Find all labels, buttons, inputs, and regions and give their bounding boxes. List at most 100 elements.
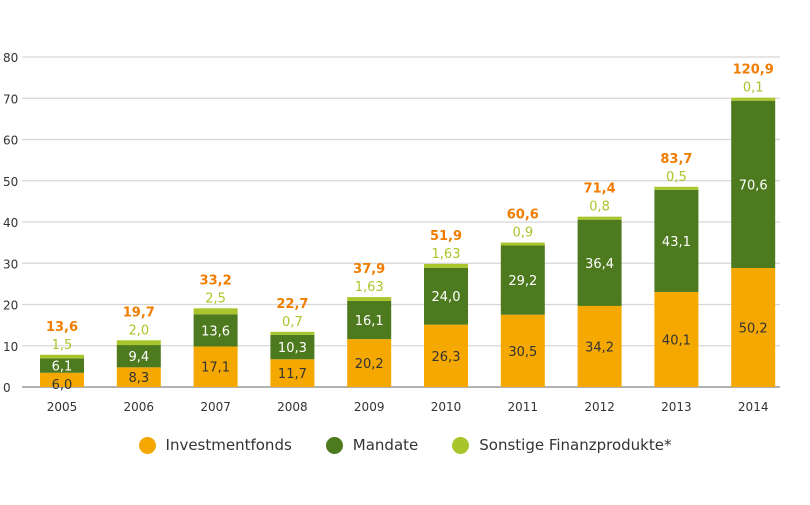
- bar-segment: [193, 308, 238, 315]
- bar-segment: [270, 334, 315, 360]
- data-label: 2,0: [128, 323, 149, 338]
- data-label: 29,2: [508, 274, 537, 289]
- data-label: 10,3: [278, 341, 307, 356]
- x-tick-label: 2011: [508, 400, 539, 414]
- total-label: 22,7: [276, 297, 308, 312]
- legend-swatch: [452, 436, 470, 454]
- bar-segment: [116, 367, 161, 387]
- y-tick-label: 0: [3, 381, 11, 395]
- data-label: 11,7: [278, 367, 307, 382]
- data-label: 0,9: [512, 226, 533, 241]
- total-label: 83,7: [660, 152, 692, 167]
- data-label: 40,1: [662, 333, 691, 348]
- bar-segment: [40, 358, 84, 373]
- bar-segment: [424, 267, 468, 325]
- bar-segment: [116, 345, 161, 368]
- legend: Investmentfonds Mandate Sonstige Finanzp…: [0, 436, 810, 454]
- legend-item-mandate: Mandate: [325, 436, 419, 454]
- bar-segment: [193, 314, 238, 347]
- plot-area: 0 10 20 30 40 50 60 70 80 2005 6,0 6,1 1,5 13,6 2006 8,…: [3, 51, 780, 414]
- bar-segment: [424, 324, 468, 387]
- bar-segment: [654, 186, 699, 190]
- y-tick-label: 30: [3, 257, 18, 271]
- data-label: 36,4: [585, 257, 614, 272]
- legend-swatch: [325, 436, 343, 454]
- y-tick-label: 40: [3, 216, 18, 230]
- data-label: 17,1: [201, 361, 230, 376]
- bar-segment: [500, 314, 545, 387]
- data-label: 8,3: [128, 371, 149, 386]
- data-label: 70,6: [739, 178, 768, 193]
- total-label: 37,9: [353, 262, 385, 277]
- bar-segment: [347, 300, 392, 340]
- data-label: 1,63: [432, 247, 461, 262]
- data-label: 0,7: [282, 315, 303, 330]
- total-label: 33,2: [200, 273, 232, 288]
- total-label: 71,4: [584, 182, 616, 197]
- y-tick-label: 10: [3, 340, 18, 354]
- bar-segment: [193, 346, 238, 387]
- x-tick-label: 2008: [277, 400, 308, 414]
- data-label: 13,6: [201, 324, 230, 339]
- x-tick-label: 2006: [124, 400, 155, 414]
- total-label: 60,6: [507, 208, 539, 223]
- bar-segment: [731, 100, 776, 269]
- data-label: 0,1: [743, 81, 764, 96]
- bar-segment: [577, 305, 622, 387]
- x-tick-label: 2013: [661, 400, 692, 414]
- legend-label: Sonstige Finanzprodukte*: [479, 436, 672, 454]
- bar-segment: [347, 297, 392, 301]
- bar-segment: [577, 216, 622, 220]
- bar-segment: [500, 245, 545, 315]
- total-label: 120,9: [733, 63, 774, 78]
- bar-segment: [270, 331, 315, 335]
- total-label: 51,9: [430, 229, 462, 244]
- x-tick-label: 2014: [738, 400, 769, 414]
- x-tick-label: 2007: [200, 400, 231, 414]
- data-label: 0,5: [666, 170, 687, 185]
- legend-item-sonstige: Sonstige Finanzprodukte*: [452, 436, 671, 454]
- data-label: 43,1: [662, 235, 691, 250]
- x-tick-label: 2009: [354, 400, 385, 414]
- bar-segment: [654, 189, 699, 292]
- legend-swatch: [138, 436, 156, 454]
- data-label: 6,1: [52, 360, 73, 375]
- data-label: 20,2: [355, 357, 384, 372]
- x-tick-label: 2005: [47, 400, 78, 414]
- y-tick-label: 60: [3, 134, 18, 148]
- y-tick-label: 70: [3, 92, 18, 106]
- bar-segment: [731, 268, 776, 387]
- bar-segment: [270, 359, 315, 387]
- bar-segment: [731, 97, 776, 101]
- bar-segment: [424, 263, 468, 268]
- data-label: 34,2: [585, 340, 614, 355]
- data-label: 9,4: [128, 350, 149, 365]
- y-tick-label: 20: [3, 299, 18, 313]
- total-label: 13,6: [46, 320, 78, 335]
- data-label: 30,5: [508, 345, 537, 360]
- bar-segment: [116, 340, 161, 346]
- legend-item-investmentfonds: Investmentfonds: [138, 436, 292, 454]
- data-label: 0,8: [589, 200, 610, 215]
- bar-segment: [40, 354, 84, 359]
- y-tick-label: 80: [3, 51, 18, 65]
- x-tick-label: 2012: [584, 400, 615, 414]
- data-label: 16,1: [355, 314, 384, 329]
- data-label: 2,5: [205, 291, 226, 306]
- bar-segment: [40, 372, 84, 387]
- data-label: 6,0: [52, 378, 73, 393]
- data-label: 24,0: [432, 290, 461, 305]
- data-label: 1,5: [52, 338, 73, 353]
- data-label: 1,63: [355, 280, 384, 295]
- legend-label: Investmentfonds: [165, 436, 292, 454]
- legend-label: Mandate: [352, 436, 419, 454]
- total-label: 19,7: [123, 305, 155, 320]
- y-tick-label: 50: [3, 175, 18, 189]
- bar-segment: [577, 219, 622, 306]
- bar-segment: [500, 242, 545, 246]
- data-label: 26,3: [432, 350, 461, 365]
- bar-segment: [654, 291, 699, 387]
- bar-segment: [347, 339, 392, 387]
- data-label: 50,2: [739, 322, 768, 337]
